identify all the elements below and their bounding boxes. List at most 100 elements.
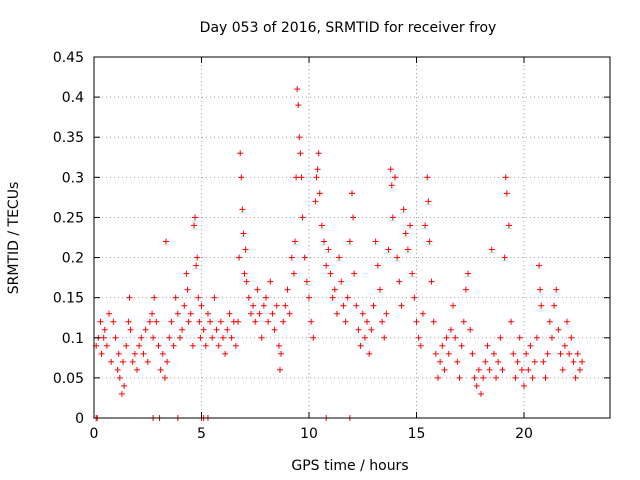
data-point	[551, 302, 558, 309]
data-points	[93, 86, 586, 421]
data-point	[425, 198, 432, 205]
data-point	[523, 350, 530, 357]
data-point	[271, 326, 278, 333]
data-point	[97, 318, 104, 325]
data-point	[527, 342, 534, 349]
data-point	[252, 318, 259, 325]
data-point	[103, 342, 110, 349]
data-point	[260, 302, 267, 309]
data-point	[392, 174, 398, 181]
data-point	[349, 190, 355, 197]
y-tick-labels: 0 0.05 0.1 0.15 0.2 0.25 0.3 0.35 0.4 0.45	[53, 50, 84, 427]
data-point	[490, 350, 497, 357]
data-point	[140, 350, 147, 357]
data-point	[338, 278, 345, 285]
data-point	[413, 318, 420, 325]
data-point	[256, 310, 263, 317]
data-point	[215, 342, 222, 349]
data-point	[276, 366, 283, 373]
data-point	[241, 270, 248, 277]
data-point	[209, 334, 216, 341]
data-point	[315, 150, 322, 157]
data-point	[247, 310, 254, 317]
data-point	[202, 342, 209, 349]
data-point	[226, 310, 233, 317]
data-point	[164, 358, 171, 365]
data-point	[516, 334, 523, 341]
data-point	[336, 254, 343, 261]
data-point	[570, 358, 577, 365]
data-point	[404, 246, 411, 253]
y-tick-label: 0.45	[53, 50, 84, 66]
data-point	[123, 342, 130, 349]
data-point	[200, 326, 207, 333]
data-point	[572, 374, 579, 381]
y-tick-label: 0.2	[62, 251, 84, 267]
data-point	[372, 238, 379, 245]
data-point	[265, 318, 272, 325]
data-point	[250, 302, 257, 309]
data-point	[579, 358, 586, 365]
data-point	[503, 190, 510, 197]
data-point	[340, 302, 347, 309]
data-point	[536, 262, 543, 269]
data-point	[120, 358, 127, 365]
data-point	[189, 342, 196, 349]
data-point	[553, 286, 560, 293]
data-point	[422, 222, 429, 229]
data-point	[402, 230, 409, 237]
data-point	[389, 214, 396, 221]
data-point	[245, 294, 252, 301]
data-point	[546, 318, 553, 325]
data-point	[126, 294, 133, 301]
data-point	[187, 310, 194, 317]
data-point	[439, 342, 446, 349]
data-point	[508, 318, 515, 325]
data-point	[323, 262, 330, 269]
data-point	[475, 366, 482, 373]
data-point	[211, 294, 218, 301]
data-point	[101, 326, 108, 333]
data-point	[411, 294, 418, 301]
data-point	[355, 326, 362, 333]
data-point	[467, 326, 474, 333]
data-point	[220, 334, 226, 341]
data-point	[370, 302, 377, 309]
data-point	[435, 374, 441, 381]
data-point	[190, 222, 197, 229]
data-point	[142, 326, 149, 333]
y-tick-label: 0.15	[53, 291, 84, 307]
data-point	[115, 350, 122, 357]
data-point	[242, 246, 249, 253]
grid	[94, 57, 610, 418]
data-point	[181, 302, 188, 309]
data-point	[387, 166, 394, 173]
data-point	[576, 366, 583, 373]
data-point	[290, 270, 297, 277]
y-tick-label: 0	[75, 411, 84, 427]
data-point	[471, 374, 478, 381]
data-point	[161, 374, 168, 381]
chart-title: Day 053 of 2016, SRMTID for receiver fro…	[200, 20, 497, 36]
data-point	[108, 358, 115, 365]
data-point	[445, 350, 452, 357]
data-point	[469, 350, 476, 357]
data-point	[359, 310, 366, 317]
data-point	[292, 238, 299, 245]
data-point	[166, 334, 173, 341]
data-point	[174, 310, 181, 317]
data-point	[98, 350, 105, 357]
data-point	[542, 374, 549, 381]
data-point	[379, 318, 386, 325]
data-point	[458, 342, 465, 349]
data-point	[177, 334, 183, 341]
data-point	[480, 374, 487, 381]
data-point	[195, 294, 202, 301]
data-point	[488, 246, 495, 253]
y-tick-label: 0.3	[62, 170, 84, 186]
y-tick-label: 0.4	[62, 90, 84, 106]
data-point	[460, 318, 467, 325]
data-point	[361, 334, 368, 341]
data-point	[121, 382, 128, 389]
data-point	[385, 246, 392, 253]
